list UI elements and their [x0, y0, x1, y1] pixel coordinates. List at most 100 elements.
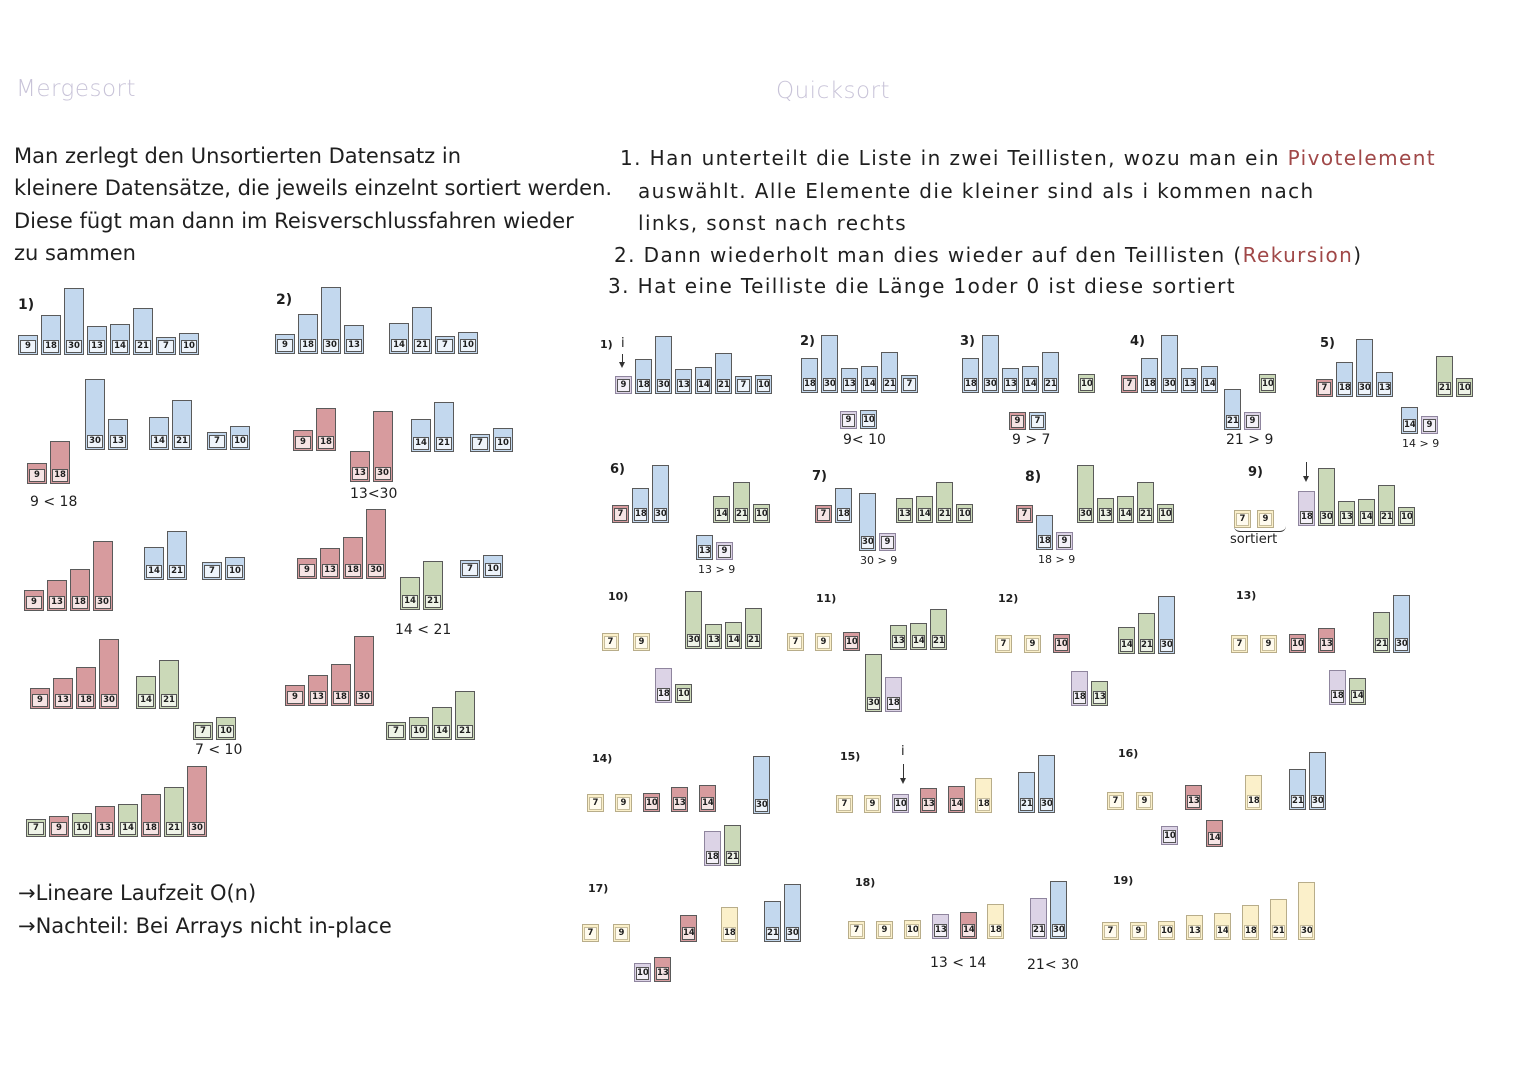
qs-8c-bar-13: 13 [1097, 497, 1114, 523]
ms-6c-bar-10: 10 [483, 554, 503, 578]
bar-value-label: 7 [388, 725, 404, 738]
bar-value-label: 7 [838, 798, 851, 811]
bar-value-label: 10 [460, 338, 476, 352]
mergesort-line-3: Diese fügt man dann im Reisverschlussfah… [14, 209, 574, 233]
bar-value-label: 30 [1395, 638, 1408, 651]
bar-value-label: 21 [135, 339, 151, 353]
bar-value-label: 7 [158, 340, 174, 353]
bar-value-label: 14 [1360, 510, 1373, 524]
ms-comparison: 9 < 18 [30, 494, 78, 510]
bar-value-label: 30 [657, 379, 670, 392]
ms-1-bar-9: 9 [18, 334, 38, 355]
bar-value-label: 21 [938, 507, 951, 521]
ms-4a-bar-9: 9 [293, 429, 313, 451]
qs-8c-bar-30: 30 [1077, 464, 1094, 523]
qs-step-label: 2) [800, 334, 815, 349]
quicksort-line-5: 3. Hat eine Teilliste die Länge 1oder 0 … [608, 274, 1237, 298]
ms-3c-bar-21: 21 [172, 400, 192, 450]
qs-10b-bar-13: 13 [705, 623, 722, 649]
qs-14a-bar-7: 7 [587, 794, 604, 812]
bar-value-label: 18 [1300, 510, 1313, 524]
ms-9-bar-18: 18 [141, 794, 161, 837]
qs-1-bar-14: 14 [695, 366, 712, 394]
bar-value-label: 13 [1340, 510, 1353, 524]
bar-value-label: 9 [20, 339, 36, 353]
qs-10c-bar-10: 10 [675, 683, 692, 703]
ms-2a-bar-18: 18 [298, 313, 318, 354]
bar-value-label: 9 [295, 435, 311, 449]
bar-value-label: 21 [1291, 794, 1304, 808]
bar-value-label: 9 [635, 636, 648, 649]
sorted-label: sortiert [1230, 532, 1278, 547]
bar-value-label: 21 [1139, 507, 1152, 521]
qs-15a-bar-9: 9 [864, 795, 881, 813]
bar-value-label: 21 [1272, 924, 1285, 938]
bar-value-label: 9 [32, 693, 48, 707]
bar-value-label: 14 [1120, 638, 1133, 652]
qs-14b-bar-30: 30 [753, 755, 770, 814]
bar-value-label: 13 [1187, 794, 1200, 808]
ms-7b-bar-14: 14 [136, 676, 156, 709]
bar-value-label: 13 [322, 563, 338, 577]
qs-16f-bar-21: 21 [1289, 769, 1306, 810]
bar-value-label: 14 [863, 377, 876, 391]
ms-3b-bar-13: 13 [108, 419, 128, 450]
ms-4d-bar-7: 7 [470, 434, 490, 452]
ms-7c-bar-7: 7 [193, 722, 213, 740]
ms-comparison: 13<30 [350, 486, 398, 502]
bar-value-label: 9 [878, 924, 891, 937]
bar-value-label: 13 [97, 821, 113, 835]
ms-5a-bar-13: 13 [47, 580, 67, 611]
bar-value-label: 13 [1183, 377, 1196, 391]
bar-value-label: 10 [1261, 378, 1274, 391]
ms-comparison: 14 < 21 [395, 622, 452, 638]
qs-step-label: 7) [812, 469, 827, 484]
quicksort-line-4-text: 2. Dann wiederholt man dies wieder auf d… [614, 243, 1243, 267]
qs-8c-bar-21: 21 [1137, 482, 1154, 523]
qs-15a-bar-14: 14 [948, 785, 965, 813]
qs-17a-bar-9: 9 [613, 924, 630, 942]
bar-value-label: 13 [89, 339, 105, 353]
bar-value-label: 10 [411, 725, 427, 738]
bar-value-label: 21 [174, 434, 190, 448]
bar-value-label: 13 [1004, 377, 1017, 391]
bar-value-label: 9 [817, 636, 830, 649]
bar-value-label: 13 [110, 434, 126, 448]
qs-7c-bar-14: 14 [916, 495, 933, 523]
bar-value-label: 7 [903, 378, 916, 391]
bar-value-label: 21 [1380, 510, 1393, 524]
bar-value-label: 9 [29, 468, 45, 482]
ms-8a-bar-13: 13 [308, 675, 328, 706]
quicksort-line-4-end: ) [1353, 243, 1363, 267]
bar-value-label: 10 [1163, 830, 1176, 843]
qs-12b-bar-30: 30 [1158, 595, 1175, 654]
qs-10b-bar-21: 21 [745, 608, 762, 649]
bar-value-label: 10 [1291, 638, 1304, 651]
bar-value-label: 9 [299, 563, 315, 577]
bar-value-label: 21 [1044, 377, 1057, 391]
bar-value-label: 21 [425, 594, 441, 608]
qs-2a-bar-14: 14 [861, 365, 878, 393]
qs-3a-bar-14: 14 [1022, 365, 1039, 393]
qs-8b-bar-18: 18 [1036, 514, 1053, 550]
bar-value-label: 9 [1011, 415, 1024, 428]
quicksort-line-4: 2. Dann wiederholt man dies wieder auf d… [614, 239, 1362, 271]
ms-9-bar-10: 10 [72, 813, 92, 837]
bar-value-label: 14 [1119, 507, 1132, 521]
qs-13a-bar-9: 9 [1260, 635, 1277, 653]
bar-value-label: 7 [195, 725, 211, 738]
qs-14c-bar-18: 18 [704, 830, 721, 866]
qs-4a-bar-7: 7 [1121, 375, 1138, 393]
qs-5a-bar-18: 18 [1336, 361, 1353, 397]
qs-4a-bar-14: 14 [1201, 365, 1218, 393]
qs-6c-bar-9: 9 [716, 542, 733, 560]
qs-15c-bar-30: 30 [1038, 754, 1055, 813]
qs-17b-bar-14: 14 [680, 914, 697, 942]
bar-value-label: 30 [1300, 925, 1313, 938]
qs-comparison: 18 > 9 [1038, 553, 1076, 566]
ms-2b-bar-10: 10 [458, 331, 478, 354]
bar-value-label: 21 [1032, 923, 1045, 937]
bar-value-label: 14 [138, 693, 154, 707]
bar-value-label: 7 [1233, 638, 1246, 651]
bar-value-label: 21 [747, 633, 760, 647]
